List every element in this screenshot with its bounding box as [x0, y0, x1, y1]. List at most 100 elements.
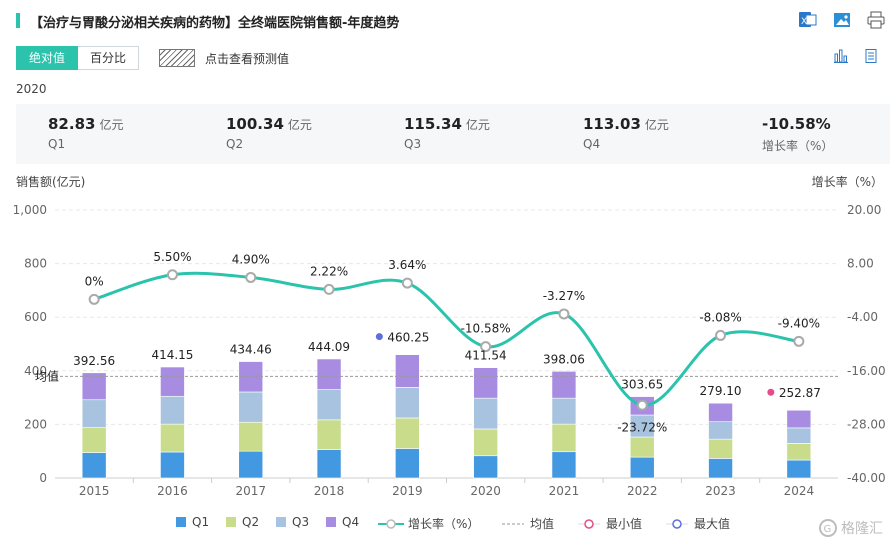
legend-q2[interactable]: Q2: [226, 515, 259, 529]
bar-total-label: 411.54: [465, 349, 507, 363]
legend-label: Q4: [342, 515, 360, 529]
forecast-hatch-icon: [159, 49, 196, 67]
summary-label: Q2: [226, 137, 244, 151]
legend-label: Q3: [292, 515, 310, 529]
legend-mean[interactable]: 均值: [502, 515, 554, 532]
growth-rate-label: -3.27%: [543, 289, 585, 303]
bar-q1: [238, 450, 264, 479]
summary-label: Q4: [583, 137, 601, 151]
growth-rate-point: [323, 283, 335, 295]
forecast-toggle[interactable]: 点击查看预测值: [159, 49, 289, 67]
legend-max[interactable]: 最大值: [666, 515, 730, 532]
legend-swatch: [326, 517, 336, 527]
bar-q4: [81, 372, 107, 401]
legend-swatch: [226, 517, 236, 527]
bar-total-label: 303.65: [621, 378, 663, 392]
mode-toolbar: 绝对值 百分比 点击查看预测值: [16, 46, 289, 70]
legend-max-swatch: [666, 518, 688, 529]
bar-q3: [708, 421, 733, 440]
bar-total-label: 398.06: [543, 352, 585, 366]
x-tick-label: 2021: [549, 484, 580, 498]
legend-label: 最大值: [694, 517, 731, 531]
summary-label: Q3: [404, 137, 422, 151]
legend-q3[interactable]: Q3: [276, 515, 309, 529]
summary-label: Q1: [48, 137, 66, 151]
table-view-icon[interactable]: [863, 48, 883, 68]
growth-rate-point: [715, 329, 727, 341]
percentage-tab[interactable]: 百分比: [78, 46, 140, 70]
excel-export-icon[interactable]: X: [798, 10, 818, 30]
summary-unit: 亿元: [465, 118, 490, 132]
svg-text:X: X: [801, 17, 807, 27]
chart-title: 【治疗与胃酸分泌相关疾病的药物】全终端医院销售额-年度趋势: [30, 16, 400, 31]
bar-q1: [395, 448, 420, 479]
legend-q4[interactable]: Q4: [326, 515, 359, 529]
legend-label: 增长率（%）: [408, 517, 480, 531]
legend-line-swatch: [378, 518, 404, 529]
growth-rate-label: 0%: [85, 274, 104, 288]
chart-legend: Q1 Q2 Q3 Q4 增长率（%） 均值 最小值 最大值: [0, 515, 895, 535]
bar-total-label: 434.46: [230, 343, 272, 357]
svg-text:G: G: [824, 524, 832, 535]
x-tick-label: 2015: [79, 484, 110, 498]
min-marker: [767, 388, 775, 396]
y-tick-label: 600: [24, 310, 47, 324]
bar-chart-view-icon[interactable]: [833, 48, 853, 68]
y-axis-title: 销售额(亿元): [16, 175, 86, 189]
bar-q2: [238, 421, 264, 452]
summary-label: 增长率（%）: [762, 139, 834, 153]
bar-q3: [238, 391, 264, 423]
print-icon[interactable]: [866, 10, 886, 30]
bar-q1: [316, 449, 342, 479]
growth-rate-line: [93, 271, 800, 407]
bar-q2: [551, 423, 577, 453]
summary-q2: 100.34 亿元 Q2: [226, 114, 312, 151]
y-tick-label: 0: [39, 471, 47, 485]
x-tick-label: 2018: [314, 484, 345, 498]
summary-value: 113.03: [583, 115, 641, 133]
bar-q1: [786, 459, 812, 479]
bar-q1: [473, 455, 498, 479]
x-tick-label: 2016: [157, 484, 188, 498]
summary-q3: 115.34 亿元 Q3: [404, 114, 490, 151]
y2-tick-label: -4.00: [847, 310, 878, 324]
bar-q1: [629, 456, 655, 479]
bar-q4: [395, 354, 420, 388]
summary-value: 115.34: [404, 115, 462, 133]
y-tick-label: 400: [24, 364, 47, 378]
summary-value: 100.34: [226, 115, 284, 133]
y-tick-label: 800: [24, 257, 47, 271]
absolute-value-tab[interactable]: 绝对值: [16, 46, 79, 70]
bar-q3: [473, 397, 498, 430]
bar-q2: [708, 438, 733, 459]
bar-q1: [160, 451, 185, 479]
bar-q2: [629, 436, 655, 458]
summary-q1: 82.83 亿元 Q1: [48, 114, 123, 151]
growth-rate-point: [793, 335, 805, 347]
y-tick-label: 1,000: [13, 203, 47, 217]
legend-dash-swatch: [502, 523, 524, 524]
legend-min[interactable]: 最小值: [578, 515, 642, 532]
x-tick-label: 2022: [627, 484, 658, 498]
bar-q2: [316, 419, 342, 450]
forecast-label: 点击查看预测值: [205, 51, 290, 66]
summary-growth: -10.58% 增长率（%）: [762, 114, 833, 154]
legend-q1[interactable]: Q1: [176, 515, 209, 529]
x-tick-label: 2017: [235, 484, 266, 498]
x-tick-label: 2024: [784, 484, 815, 498]
summary-unit: 亿元: [99, 118, 124, 132]
legend-label: Q1: [192, 515, 210, 529]
bar-q1: [81, 452, 107, 479]
summary-year: 2020: [16, 82, 47, 96]
summary-panel: 82.83 亿元 Q1 100.34 亿元 Q2 115.34 亿元 Q3 113.0…: [16, 104, 890, 164]
image-export-icon[interactable]: [832, 10, 852, 30]
y2-tick-label: 8.00: [847, 257, 874, 271]
bar-q2: [160, 423, 185, 453]
sales-chart: 0 200 400 600 800 1,000 -40.00 -28.00 -16.00 -4.0…: [13, 203, 886, 498]
y2-tick-label: -40.00: [847, 471, 886, 485]
mean-label: 均值: [35, 368, 59, 383]
legend-swatch: [176, 517, 186, 527]
legend-growth[interactable]: 增长率（%）: [378, 515, 479, 532]
view-switch: [833, 48, 883, 68]
bar-q1: [551, 451, 577, 479]
